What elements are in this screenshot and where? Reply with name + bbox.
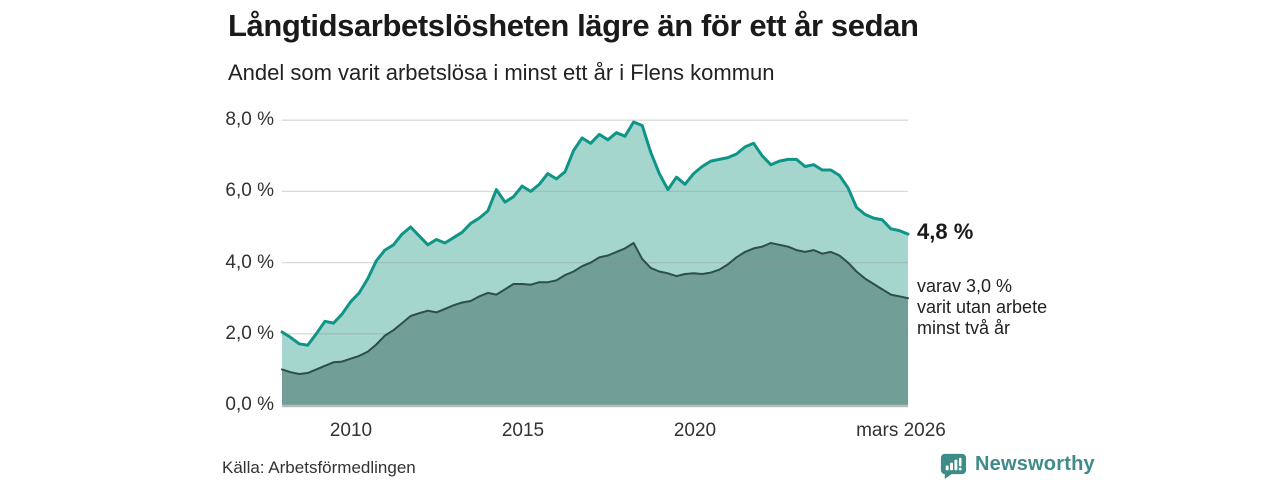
x-axis-tick-label: 2020 — [673, 420, 717, 441]
chart-subtitle: Andel som varit arbetslösa i minst ett å… — [228, 60, 775, 85]
ytick-80: 8,0 % — [225, 109, 274, 131]
annotation-line: varav 3,0 % — [917, 276, 1013, 296]
annotation-line: varit utan arbete — [917, 297, 1048, 317]
ytick-40: 4,0 % — [225, 251, 274, 273]
brand-name: Newsworthy — [975, 452, 1095, 475]
latest-value-label: 4,8 % — [917, 219, 974, 244]
bar-large — [954, 459, 958, 470]
exclamation-bar — [958, 457, 962, 466]
ytick-00: 0,0 % — [225, 394, 274, 415]
exclamation-dot — [958, 466, 962, 470]
source-attribution: Källa: Arbetsförmedlingen — [222, 458, 416, 477]
ytick-60: 6,0 % — [225, 180, 274, 202]
bar-small — [945, 464, 949, 470]
x-axis-tick-label: mars 2026 — [856, 420, 946, 441]
chart-title: Långtidsarbetslösheten lägre än för ett … — [228, 8, 919, 43]
area-fill-two-year — [282, 243, 908, 405]
x-axis-tick-label: 2015 — [501, 420, 545, 441]
two-year-annotation: varav 3,0 % varit utan arbete minst två … — [917, 276, 1047, 339]
y-axis-tick-label: 2,0 % — [178, 323, 274, 345]
annotation-line: minst två år — [917, 318, 1011, 338]
speech-bubble-shape — [940, 453, 967, 479]
y-axis-tick-label: 0,0 % — [178, 394, 274, 416]
x-axis-tick-label: 2010 — [329, 420, 373, 441]
line-total — [280, 120, 910, 347]
ytick-20: 2,0 % — [225, 322, 274, 344]
newsworthy-logo[interactable]: Newsworthy — [938, 449, 1095, 479]
y-axis-tick-label: 8,0 % — [178, 109, 274, 131]
newsworthy-bubble-icon — [940, 453, 967, 479]
line-two-year — [281, 242, 909, 375]
bar-medium — [950, 462, 953, 470]
y-axis-tick-label: 6,0 % — [178, 180, 274, 202]
y-axis-tick-label: 4,0 % — [178, 252, 274, 274]
